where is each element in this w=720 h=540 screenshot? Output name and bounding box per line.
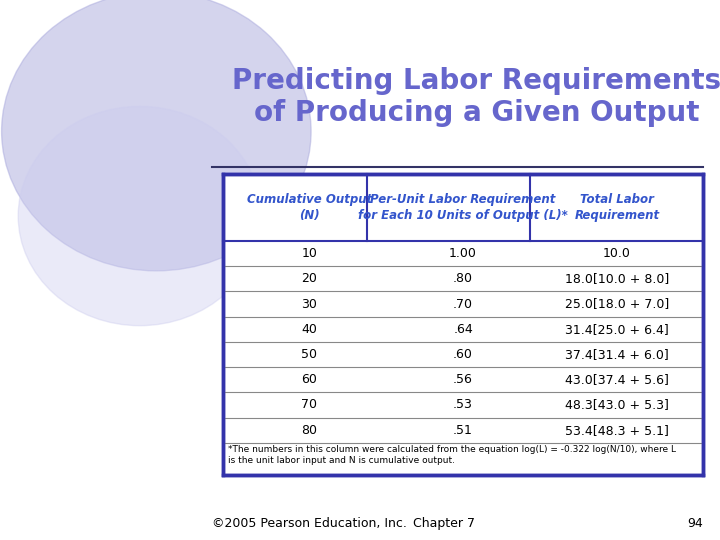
Text: 80: 80 — [301, 424, 318, 437]
Text: 18.0[10.0 + 8.0]: 18.0[10.0 + 8.0] — [564, 272, 669, 285]
Text: 1.00: 1.00 — [449, 247, 477, 260]
Text: .56: .56 — [453, 373, 473, 386]
Text: Cumulative Output
(N): Cumulative Output (N) — [246, 193, 372, 222]
Text: 20: 20 — [301, 272, 317, 285]
Text: 31.4[25.0 + 6.4]: 31.4[25.0 + 6.4] — [565, 323, 669, 336]
Text: 60: 60 — [301, 373, 317, 386]
Circle shape — [1, 0, 311, 271]
Text: .64: .64 — [453, 323, 473, 336]
Text: .51: .51 — [453, 424, 473, 437]
Text: *The numbers in this column were calculated from the equation log(L) = -0.322 lo: *The numbers in this column were calcula… — [228, 446, 676, 465]
Text: .53: .53 — [453, 399, 473, 411]
Bar — [222, 174, 703, 475]
Text: Chapter 7: Chapter 7 — [413, 517, 474, 530]
Text: Per-Unit Labor Requirement
for Each 10 Units of Output (L)*: Per-Unit Labor Requirement for Each 10 U… — [358, 193, 568, 222]
Text: 94: 94 — [688, 517, 703, 530]
Text: 10.0: 10.0 — [603, 247, 631, 260]
Text: 70: 70 — [301, 399, 318, 411]
Text: .70: .70 — [453, 298, 473, 310]
Text: 53.4[48.3 + 5.1]: 53.4[48.3 + 5.1] — [565, 424, 669, 437]
Text: 50: 50 — [301, 348, 318, 361]
Text: ©2005 Pearson Education, Inc.: ©2005 Pearson Education, Inc. — [212, 517, 407, 530]
Text: Total Labor
Requirement: Total Labor Requirement — [575, 193, 660, 222]
Text: 30: 30 — [301, 298, 317, 310]
Text: 10: 10 — [301, 247, 317, 260]
Text: .80: .80 — [453, 272, 473, 285]
Text: 40: 40 — [301, 323, 317, 336]
Text: 48.3[43.0 + 5.3]: 48.3[43.0 + 5.3] — [565, 399, 669, 411]
Text: Predicting Labor Requirements
of Producing a Given Output: Predicting Labor Requirements of Produci… — [233, 66, 720, 127]
Circle shape — [18, 106, 261, 326]
Text: .60: .60 — [453, 348, 473, 361]
Text: 43.0[37.4 + 5.6]: 43.0[37.4 + 5.6] — [565, 373, 669, 386]
Text: 25.0[18.0 + 7.0]: 25.0[18.0 + 7.0] — [564, 298, 669, 310]
Text: 37.4[31.4 + 6.0]: 37.4[31.4 + 6.0] — [565, 348, 669, 361]
